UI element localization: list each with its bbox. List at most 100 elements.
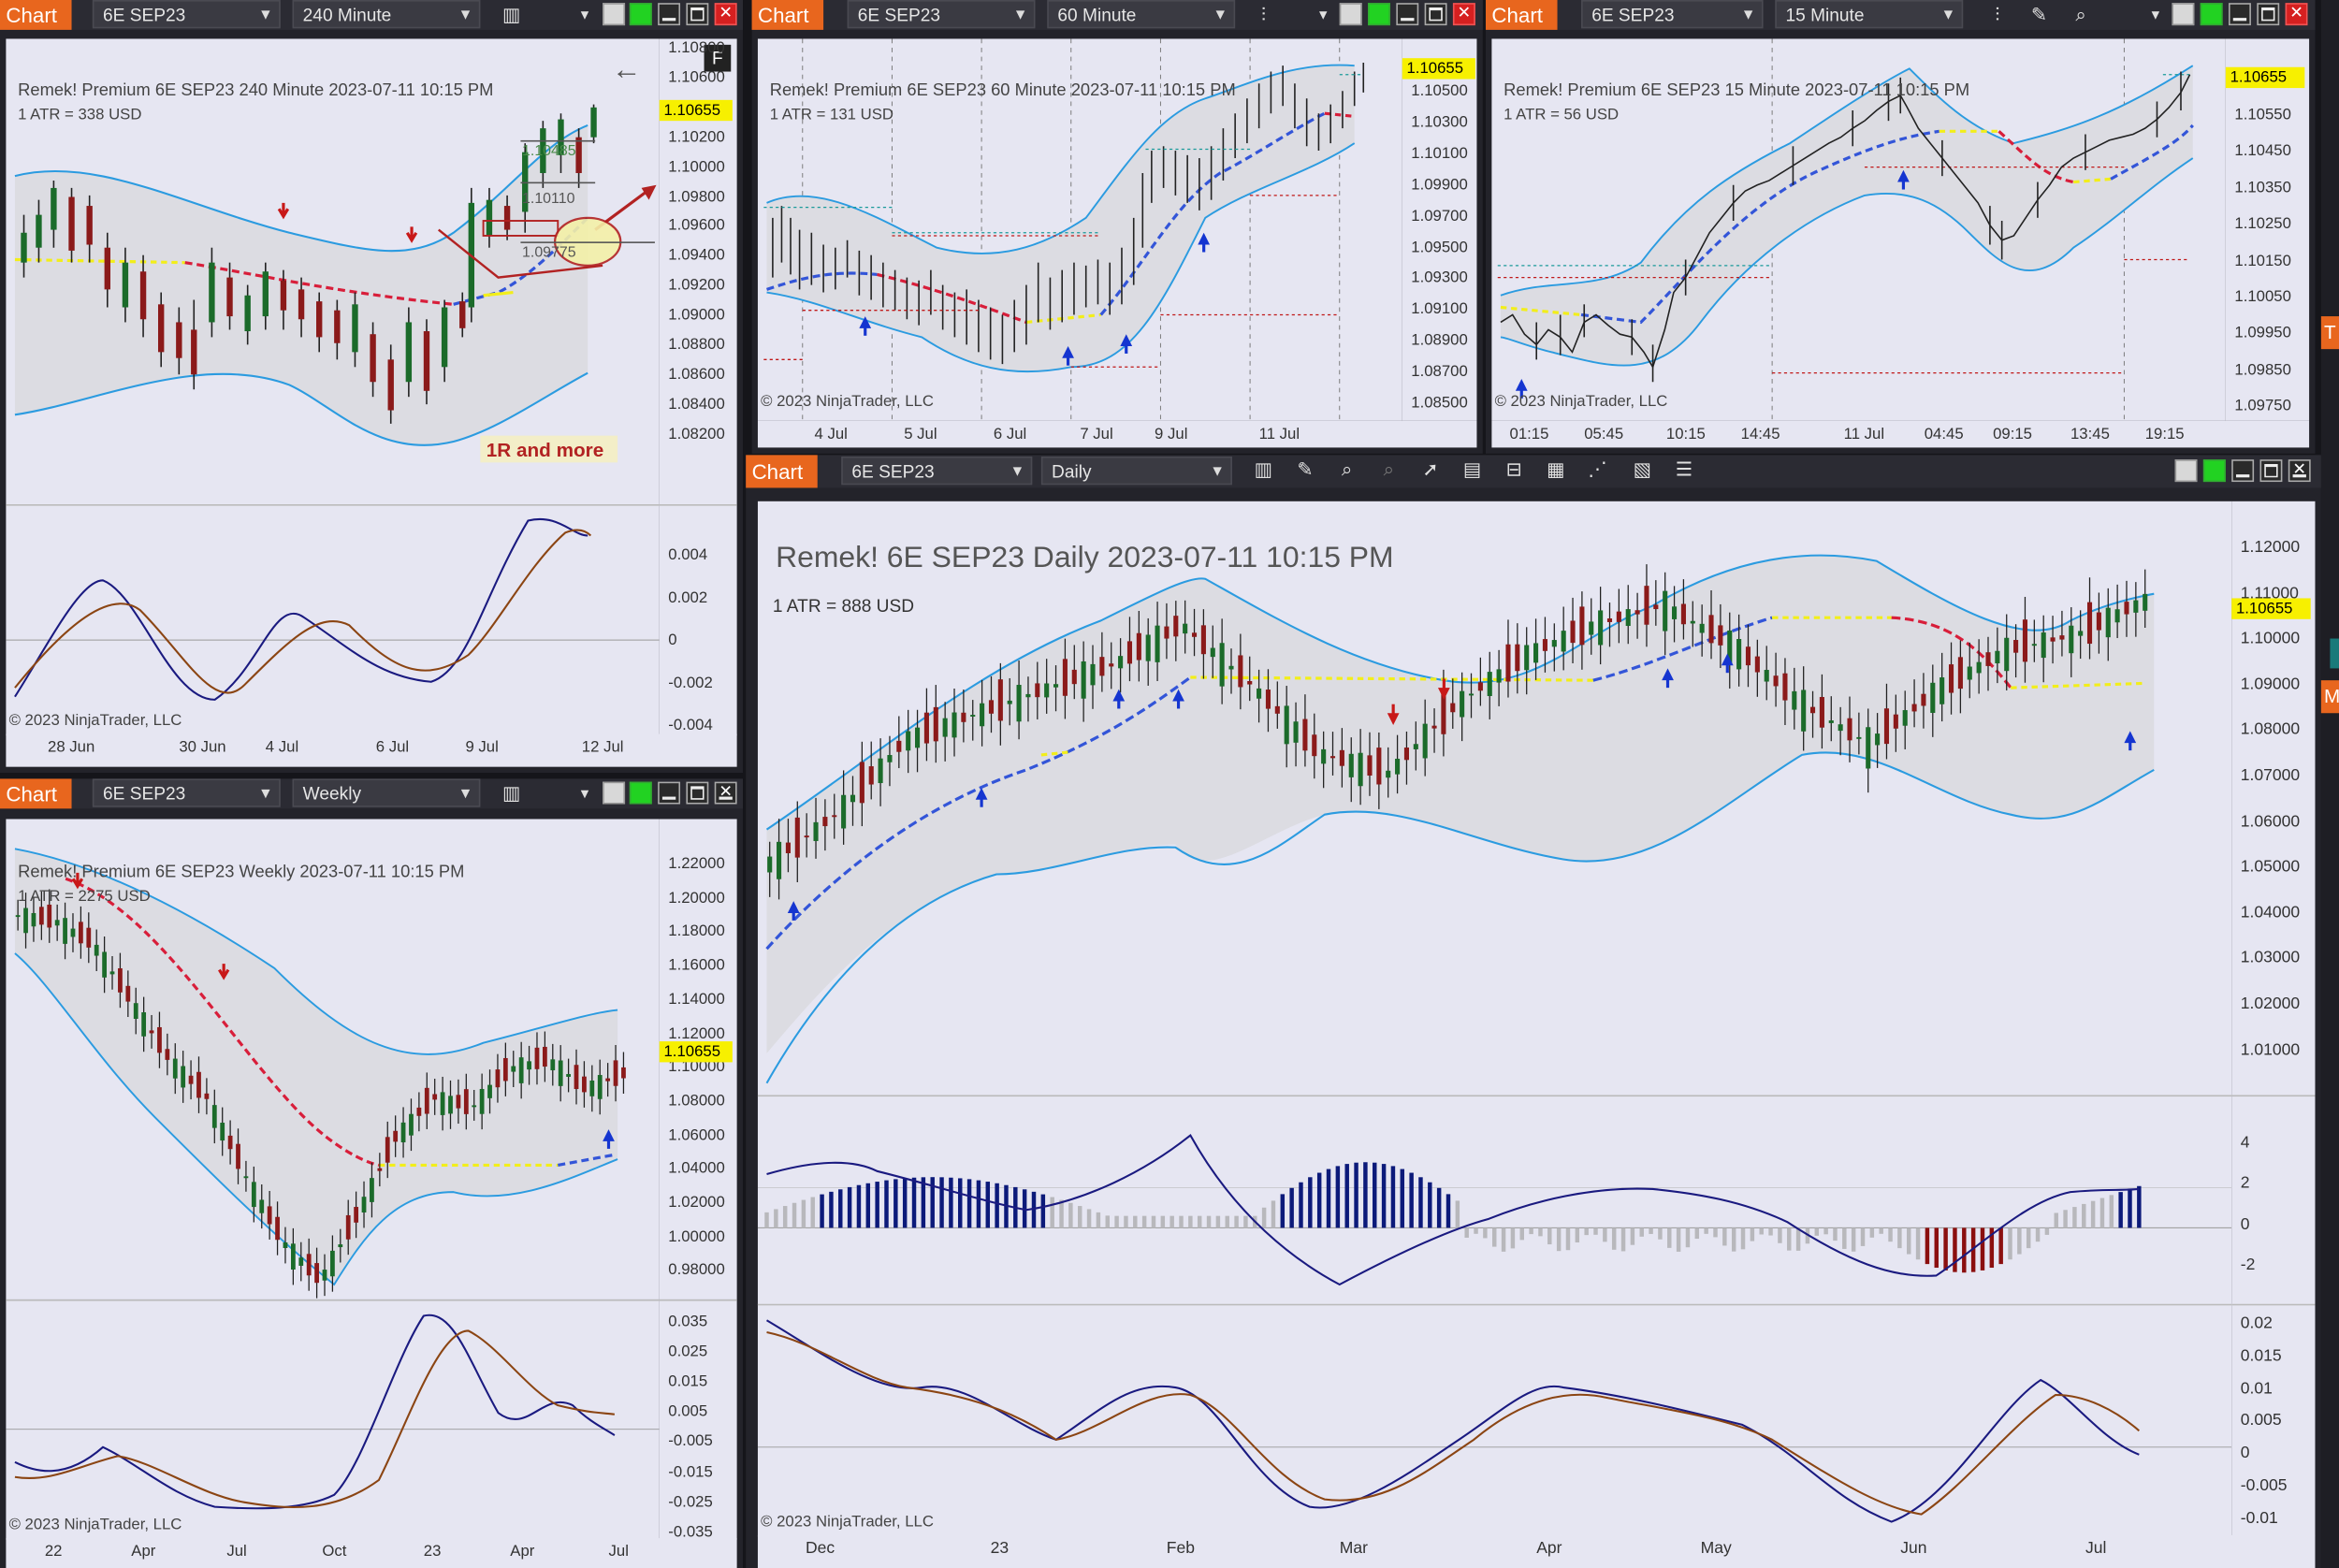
window-option-button[interactable] xyxy=(2174,459,2198,483)
window-link-button[interactable] xyxy=(2200,3,2223,26)
window-option-button[interactable] xyxy=(603,781,626,805)
draw-pencil-icon[interactable]: ✎ xyxy=(1297,457,1314,481)
minimize-button[interactable] xyxy=(658,3,681,26)
window-toolbar: Chart 6E SEP23 ▼ 240 Minute ▼ ▥ ▼ ✕ xyxy=(0,0,744,30)
more-tools-chevron-icon[interactable]: ▼ xyxy=(577,7,592,22)
maximize-button[interactable] xyxy=(1424,3,1447,26)
zoom-out-icon[interactable]: ⌕ xyxy=(1383,457,1395,481)
candle-body xyxy=(1210,647,1215,658)
window-option-button[interactable] xyxy=(1339,3,1362,26)
side-tab-m[interactable]: M xyxy=(2320,680,2339,714)
side-tab-t[interactable]: T xyxy=(2320,316,2339,350)
f-badge[interactable]: F xyxy=(704,44,732,72)
minimize-button[interactable] xyxy=(2231,459,2255,483)
oscillator-panel[interactable]: © 2023 NinjaTrader, LLC xyxy=(6,1299,660,1540)
maximize-button[interactable] xyxy=(686,3,709,26)
time-axis[interactable]: 28 Jun 30 Jun 4 Jul 6 Jul 9 Jul 12 Jul xyxy=(6,733,737,767)
bar-style-icon[interactable]: ⫶ xyxy=(1260,3,1267,26)
chevron-down-icon: ▼ xyxy=(1210,463,1225,481)
oscillator-axis[interactable]: 0.035 0.025 0.015 0.005 -0.005 -0.015 -0.025 -0… xyxy=(659,1299,737,1541)
time-axis[interactable]: Dec 23 Feb Mar Apr May Jun Jul xyxy=(757,1534,2316,1568)
more-tools-chevron-icon[interactable]: ▼ xyxy=(1316,7,1330,22)
price-axis[interactable]: 1.12000 1.11000 1.10000 1.09000 1.08000 1.070… xyxy=(2231,501,2316,1096)
data-box-icon[interactable]: ▤ xyxy=(1462,457,1482,481)
more-tools-chevron-icon[interactable]: ▼ xyxy=(577,786,592,802)
instrument-selector[interactable]: 6E SEP23 ▼ xyxy=(847,0,1036,29)
more-tools-chevron-icon[interactable]: ▼ xyxy=(2148,7,2162,22)
price-panel[interactable]: 1.10485 1.10110 1.09775 1R and more Reme… xyxy=(6,38,660,504)
properties-icon[interactable]: ▧ xyxy=(1633,457,1652,481)
maximize-button[interactable] xyxy=(2257,3,2280,26)
chart-menu-button[interactable]: Chart xyxy=(0,778,72,809)
bar-style-icon[interactable]: ▥ xyxy=(502,3,521,26)
candle-body xyxy=(251,1182,256,1208)
time-axis[interactable]: 22 Apr Jul Oct 23 Apr Jul xyxy=(6,1538,737,1568)
zoom-in-icon[interactable]: ⌕ xyxy=(2075,3,2086,26)
window-option-button[interactable] xyxy=(2172,3,2195,26)
draw-pencil-icon[interactable]: ✎ xyxy=(2030,3,2048,26)
close-button[interactable]: ✕ xyxy=(2285,3,2308,26)
candle-body xyxy=(78,922,83,944)
oscillator-axis[interactable]: 0.02 0.015 0.01 0.005 0 -0.005 -0.01 xyxy=(2231,1303,2316,1537)
price-panel[interactable]: Remek! Premium 6E SEP23 60 Minute 2023-0… xyxy=(757,38,1402,421)
price-axis[interactable]: 1.10550 1.10450 1.10350 1.10250 1.10150 1.100… xyxy=(2225,38,2310,421)
indicators-icon[interactable]: ▦ xyxy=(1547,457,1565,481)
instrument-selector[interactable]: 6E SEP23 ▼ xyxy=(92,0,281,29)
window-link-button[interactable] xyxy=(2202,459,2226,483)
maximize-button[interactable] xyxy=(686,781,709,805)
instrument-selector[interactable]: 6E SEP23 ▼ xyxy=(92,778,281,807)
price-panel[interactable]: Remek! 6E SEP23 Daily 2023-07-11 10:15 P… xyxy=(757,501,2232,1096)
pointer-icon[interactable]: ➚ xyxy=(1422,457,1439,481)
price-tick-label: 1.08700 xyxy=(1411,362,1468,381)
minimize-button[interactable] xyxy=(1396,3,1419,26)
oscillator-tick-label: -0.004 xyxy=(668,716,713,734)
zoom-in-icon[interactable]: ⌕ xyxy=(1341,457,1353,481)
bar-style-icon[interactable]: ⫶ xyxy=(1995,3,2000,26)
oscillator-panel[interactable]: © 2023 NinjaTrader, LLC xyxy=(757,1303,2232,1537)
price-panel[interactable]: Remek! Premium 6E SEP23 15 Minute 2023-0… xyxy=(1491,38,2226,421)
interval-selector[interactable]: Daily ▼ xyxy=(1040,456,1232,486)
candle-body xyxy=(1016,685,1022,722)
candle-body xyxy=(1173,616,1179,637)
chart-menu-button[interactable]: Chart xyxy=(751,0,824,30)
strategies-icon[interactable]: ⋰ xyxy=(1588,457,1607,481)
close-x-button[interactable]: ✕ xyxy=(2288,459,2311,483)
window-option-button[interactable] xyxy=(603,3,626,26)
histogram-axis[interactable]: 4 2 0 -2 xyxy=(2231,1095,2316,1306)
minimize-button[interactable] xyxy=(658,781,681,805)
minimize-button[interactable] xyxy=(2229,3,2251,26)
close-x-button[interactable]: ✕ xyxy=(714,781,737,805)
histogram-panel[interactable] xyxy=(757,1095,2232,1306)
instrument-selector[interactable]: 6E SEP23 ▼ xyxy=(1581,0,1764,29)
time-axis[interactable]: 4 Jul 5 Jul 6 Jul 7 Jul 9 Jul 11 Jul xyxy=(757,420,1477,448)
close-button[interactable]: ✕ xyxy=(1452,3,1475,26)
maximize-button[interactable] xyxy=(2259,459,2283,483)
price-panel[interactable]: Remek! Premium 6E SEP23 Weekly 2023-07-1… xyxy=(6,819,660,1299)
close-button[interactable]: ✕ xyxy=(714,3,737,26)
price-axis[interactable]: F 1.108001.106001.104001.102001.100001.0… xyxy=(659,38,737,504)
back-arrow-icon[interactable]: ← xyxy=(611,53,642,87)
oscillator-axis[interactable]: 0.004 0.002 0 -0.002 -0.004 xyxy=(659,503,737,736)
candle-body xyxy=(1007,700,1012,704)
chart-menu-button[interactable]: Chart xyxy=(0,0,72,30)
price-axis[interactable]: 1.10500 1.10300 1.10100 1.09900 1.09700 1.095… xyxy=(1402,38,1477,421)
window-link-button[interactable] xyxy=(629,781,652,805)
interval-selector[interactable]: 15 Minute ▼ xyxy=(1775,0,1964,29)
interval-selector[interactable]: Weekly ▼ xyxy=(292,778,481,807)
bar-style-icon[interactable]: ▥ xyxy=(502,781,521,805)
time-axis[interactable]: 01:15 05:45 10:15 14:45 11 Jul 04:45 09:15 13:4… xyxy=(1491,420,2310,448)
window-link-button[interactable] xyxy=(629,3,652,26)
oscillator-panel[interactable]: © 2023 NinjaTrader, LLC xyxy=(6,503,660,736)
window-link-button[interactable] xyxy=(1368,3,1390,26)
histogram-bar xyxy=(1795,1227,1801,1251)
interval-selector[interactable]: 60 Minute ▼ xyxy=(1047,0,1236,29)
instrument-selector[interactable]: 6E SEP23 ▼ xyxy=(841,456,1033,486)
bar-style-icon[interactable]: ▥ xyxy=(1254,457,1273,481)
histogram-bar xyxy=(1114,1215,1119,1228)
templates-icon[interactable]: ⊟ xyxy=(1505,457,1522,481)
price-axis[interactable]: 1.22000 1.20000 1.18000 1.16000 1.14000 1.120… xyxy=(659,819,737,1299)
interval-selector[interactable]: 240 Minute ▼ xyxy=(292,0,481,29)
chart-menu-button[interactable]: Chart xyxy=(746,455,818,488)
chart-menu-button[interactable]: Chart xyxy=(1486,0,1558,30)
list-icon[interactable]: ☰ xyxy=(1675,457,1693,481)
